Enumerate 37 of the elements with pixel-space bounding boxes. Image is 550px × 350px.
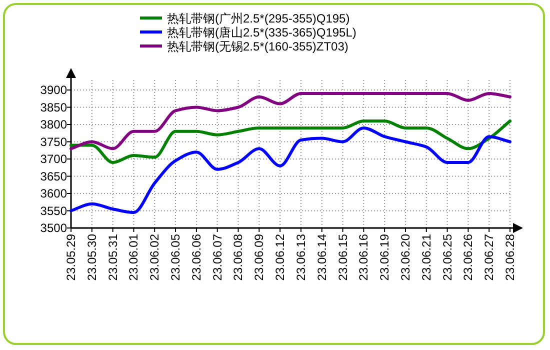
x-tick-label: 23.06.09 bbox=[252, 234, 266, 281]
x-tick-label: 23.06.14 bbox=[314, 234, 329, 281]
y-tick-label: 3900 bbox=[40, 83, 68, 97]
x-tick-label: 23.06.15 bbox=[336, 234, 350, 281]
x-tick-label: 23.05.31 bbox=[106, 234, 120, 281]
x-tick-label: 23.06.08 bbox=[231, 234, 246, 281]
x-tick-label: 23.06.19 bbox=[378, 234, 392, 281]
y-tick-label: 3500 bbox=[40, 221, 68, 235]
x-tick-label: 23.06.02 bbox=[148, 234, 162, 281]
x-tick-label: 23.06.26 bbox=[461, 234, 476, 281]
x-tick-label: 23.06.27 bbox=[482, 234, 496, 281]
y-tick-label: 3850 bbox=[40, 100, 68, 114]
line-series bbox=[70, 120, 512, 164]
x-tick-label: 23.06.06 bbox=[189, 234, 204, 281]
y-tick-label: 3550 bbox=[40, 204, 68, 218]
x-tick-label: 23.06.21 bbox=[419, 234, 434, 281]
y-tick-label: 3650 bbox=[40, 169, 68, 184]
x-tick-label: 23.06.28 bbox=[503, 234, 517, 281]
x-tick-label: 23.06.13 bbox=[294, 234, 308, 281]
x-tick-label: 23.06.25 bbox=[440, 234, 454, 281]
y-tick-label: 3800 bbox=[40, 118, 68, 132]
x-tick-label: 23.06.05 bbox=[168, 234, 183, 281]
legend-label: 热轧带钢(广州2.5*(295-355)Q195) bbox=[167, 12, 350, 26]
x-tick-label: 23.06.01 bbox=[126, 234, 141, 281]
x-tick-label: 23.06.20 bbox=[398, 234, 412, 281]
x-tick-label: 23.06.16 bbox=[356, 234, 371, 281]
line-series bbox=[70, 126, 512, 214]
legend-label: 热轧带钢(唐山2.5*(335-365)Q195L) bbox=[167, 26, 356, 40]
x-tick-label: 23.06.07 bbox=[210, 234, 224, 281]
y-tick-label: 3600 bbox=[40, 186, 68, 200]
y-tick-label: 3750 bbox=[40, 134, 68, 149]
x-tick-label: 23.06.12 bbox=[273, 234, 288, 281]
x-tick-label: 23.05.29 bbox=[64, 234, 78, 281]
line-series bbox=[70, 92, 512, 150]
x-tick-label: 23.05.30 bbox=[84, 234, 99, 281]
y-tick-label: 3700 bbox=[40, 152, 68, 166]
legend-label: 热轧带钢(无锡2.5*(160-355)ZT03) bbox=[167, 40, 348, 54]
